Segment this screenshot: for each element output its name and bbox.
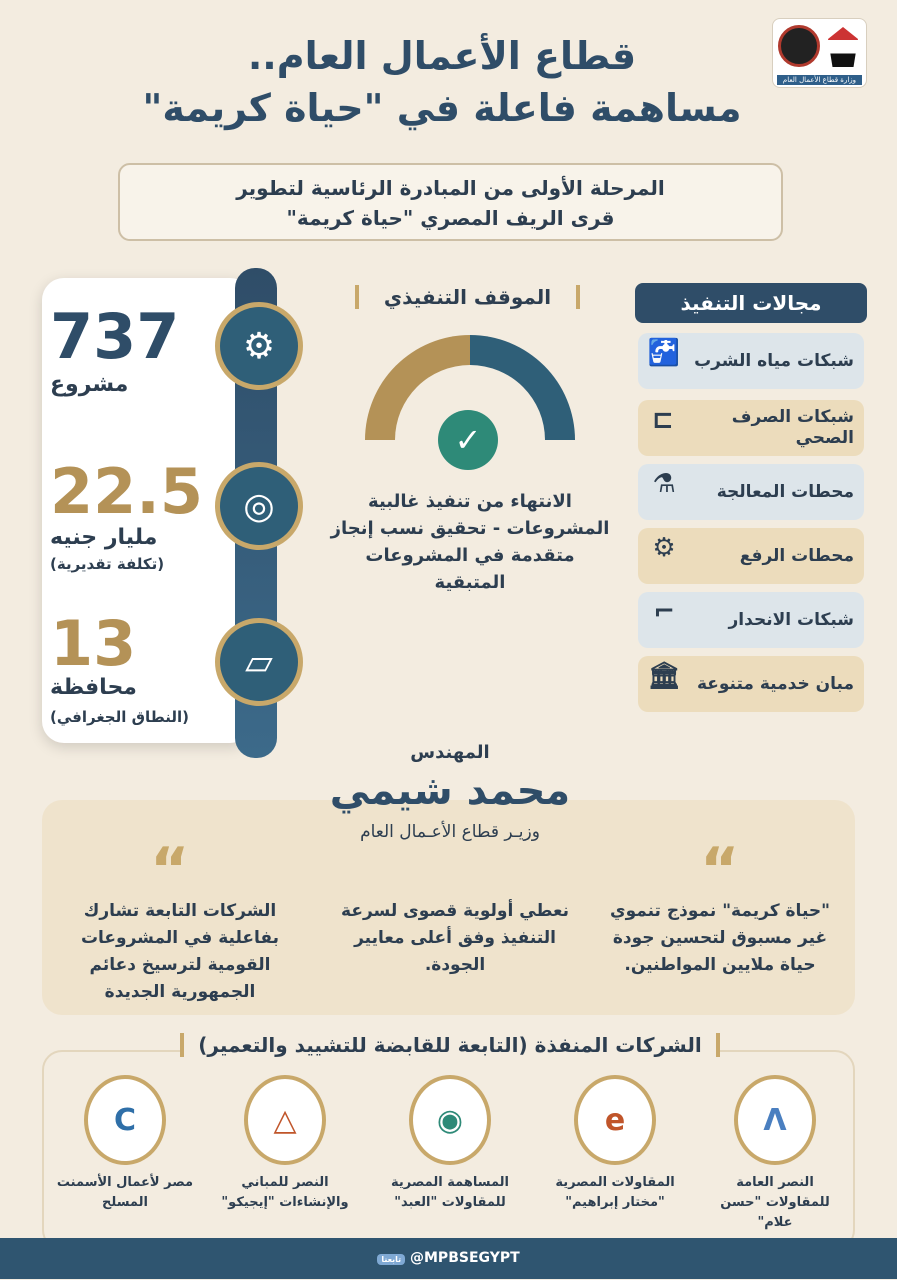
footer: تابعنا @MPBSEGYPT <box>0 1238 897 1279</box>
stat-cost-note: (تكلفة تقديرية) <box>50 555 165 573</box>
company-misr-cement: C مصر لأعمال الأسمنت المسلح <box>55 1075 195 1213</box>
stat-cost-label: مليار جنيه <box>50 525 158 550</box>
coins-icon: ◎ <box>215 462 303 550</box>
quote-2: نعطي أولوية قصوى لسرعة التنفيذ وفق أعلى … <box>341 901 569 975</box>
area-item: محطات الرفع ⚙ <box>638 528 864 584</box>
follow-badge[interactable]: تابعنا <box>377 1254 406 1265</box>
quote-3: الشركات التابعة تشارك بفاعلية في المشروع… <box>80 901 280 1002</box>
subtitle-line-2: قرى الريف المصري "حياة كريمة" <box>286 206 615 230</box>
pump-icon: ⚙ <box>652 533 676 563</box>
minister-name: محمد شيمي <box>329 768 571 814</box>
company-name: المساهمة المصرية للمقاولات "العبد" <box>390 1175 509 1210</box>
stat-gov-note: (النطاق الجغرافي) <box>50 708 190 726</box>
subtitle-line-1: المرحلة الأولى من المبادرة الرئاسية لتطو… <box>236 176 665 200</box>
areas-title: مجالات التنفيذ <box>635 283 867 323</box>
building-icon: 🏛 <box>647 661 681 691</box>
stat-cost-value: 22.5 <box>50 455 203 528</box>
logo-caption: وزارة قطاع الأعمال العام <box>777 75 862 85</box>
area-label: مبان خدمية متنوعة <box>696 673 854 694</box>
company-name: المقاولات المصرية "مختار إبراهيم" <box>555 1175 675 1210</box>
area-label: شبكات الانحدار <box>728 609 854 630</box>
minister-prefix: المهندس <box>410 742 490 763</box>
quote-1: "حياة كريمة" نموذج تنموي غير مسبوق لتحسي… <box>609 901 830 975</box>
title-line-1: قطاع الأعمال العام.. <box>247 34 637 78</box>
company-egyco: △ النصر للمباني والإنشاءات "إيجيكو" <box>215 1075 355 1213</box>
quote-mark-icon: “ <box>150 835 190 905</box>
area-label: محطات المعالجة <box>716 481 854 502</box>
seal-icon <box>778 25 820 67</box>
company-logo: △ <box>244 1075 326 1165</box>
drain-pipe-icon: ⌐ <box>653 597 675 627</box>
status-title: الموقف التنفيذي <box>355 285 580 309</box>
gear-wrench-icon: ⚙ <box>215 302 303 390</box>
check-icon: ✓ <box>438 410 498 470</box>
area-item: مبان خدمية متنوعة 🏛 <box>638 656 864 712</box>
water-tap-icon: 🚰 <box>647 338 681 368</box>
area-label: شبكات مياه الشرب <box>694 350 854 371</box>
stat-gov-label: محافظة <box>50 675 137 700</box>
quote-mark-icon: “ <box>700 835 740 905</box>
page-title: قطاع الأعمال العام.. مساهمة فاعلة في "حي… <box>92 30 792 134</box>
company-logo: C <box>84 1075 166 1165</box>
stat-projects-value: 737 <box>50 300 180 373</box>
stat-projects-label: مشروع <box>50 372 129 397</box>
area-item: محطات المعالجة ⚗ <box>638 464 864 520</box>
company-hassan-allam: Λ النصر العامة للمقاولات "حسن علام" <box>705 1075 845 1233</box>
company-logo: Λ <box>734 1075 816 1165</box>
area-label: محطات الرفع <box>739 545 854 566</box>
company-mokhtar-ibrahim: e المقاولات المصرية "مختار إبراهيم" <box>545 1075 685 1213</box>
area-item: شبكات مياه الشرب 🚰 <box>638 333 864 389</box>
subtitle-box: المرحلة الأولى من المبادرة الرئاسية لتطو… <box>118 163 783 241</box>
company-name: مصر لأعمال الأسمنت المسلح <box>56 1175 194 1210</box>
stat-gov-value: 13 <box>50 607 137 680</box>
company-name: النصر للمباني والإنشاءات "إيجيكو" <box>221 1175 349 1210</box>
area-item: شبكات الانحدار ⌐ <box>638 592 864 648</box>
companies-title: الشركات المنفذة (التابعة للقابضة للتشييد… <box>180 1033 720 1057</box>
minister-role: وزيـر قطاع الأعـمال العام <box>360 822 540 842</box>
social-handle[interactable]: @MPBSEGYPT <box>410 1250 520 1266</box>
egypt-eagle-icon <box>828 27 858 67</box>
company-logo: e <box>574 1075 656 1165</box>
egypt-map-icon: ▱ <box>215 618 303 706</box>
ministry-logo: وزارة قطاع الأعمال العام <box>772 18 867 88</box>
company-el-abd: ◉ المساهمة المصرية للمقاولات "العبد" <box>380 1075 520 1213</box>
status-description: الانتهاء من تنفيذ غالبية المشروعات - تحق… <box>330 491 610 593</box>
company-name: النصر العامة للمقاولات "حسن علام" <box>720 1175 830 1230</box>
area-item: شبكات الصرف الصحي ⊐ <box>638 400 864 456</box>
pipe-icon: ⊐ <box>651 405 674 435</box>
treatment-plant-icon: ⚗ <box>652 469 676 499</box>
area-label: شبكات الصرف الصحي <box>731 407 854 448</box>
quotes-panel <box>42 800 855 1015</box>
title-line-2: مساهمة فاعلة في "حياة كريمة" <box>142 86 742 130</box>
company-logo: ◉ <box>409 1075 491 1165</box>
